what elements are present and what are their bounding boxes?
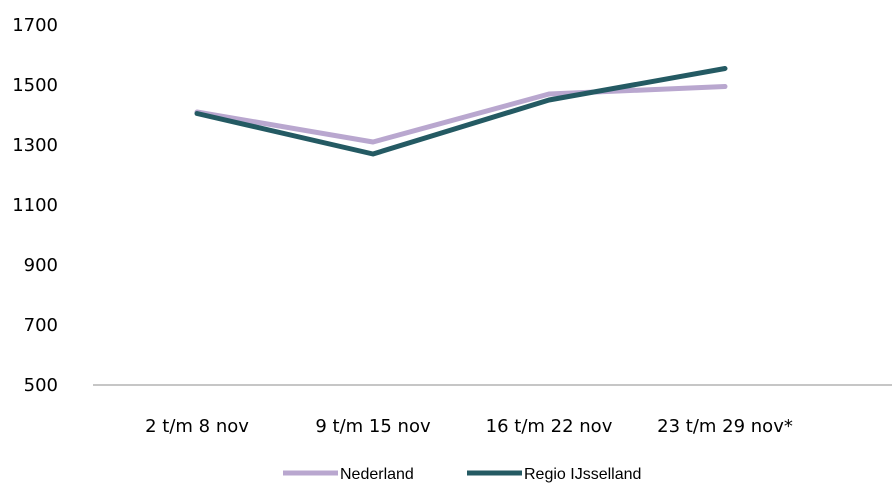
y-tick-label: 1300 — [12, 135, 58, 156]
legend-label: Nederland — [340, 466, 414, 483]
legend: Nederland Regio IJsselland — [283, 466, 641, 483]
y-tick-label: 500 — [24, 375, 58, 396]
series-layer — [194, 66, 728, 157]
x-tick-label: 16 t/m 22 nov — [486, 416, 613, 437]
y-axis: 500 700 900 1100 1300 1500 1700 — [12, 15, 58, 396]
y-tick-label: 900 — [24, 255, 58, 276]
y-tick-label: 1700 — [12, 15, 58, 36]
y-tick-label: 700 — [24, 315, 58, 336]
y-tick-label: 1100 — [12, 195, 58, 216]
x-axis: 2 t/m 8 nov 9 t/m 15 nov 16 t/m 22 nov 23 t… — [145, 416, 793, 437]
x-tick-label: 2 t/m 8 nov — [145, 416, 249, 437]
y-tick-label: 1500 — [12, 75, 58, 96]
x-tick-label: 9 t/m 15 nov — [315, 416, 431, 437]
series-line-nederland — [194, 84, 728, 145]
legend-label: Regio IJsselland — [524, 466, 641, 483]
series-line-regio-ijsselland — [194, 66, 728, 157]
x-tick-label: 23 t/m 29 nov* — [657, 416, 793, 437]
